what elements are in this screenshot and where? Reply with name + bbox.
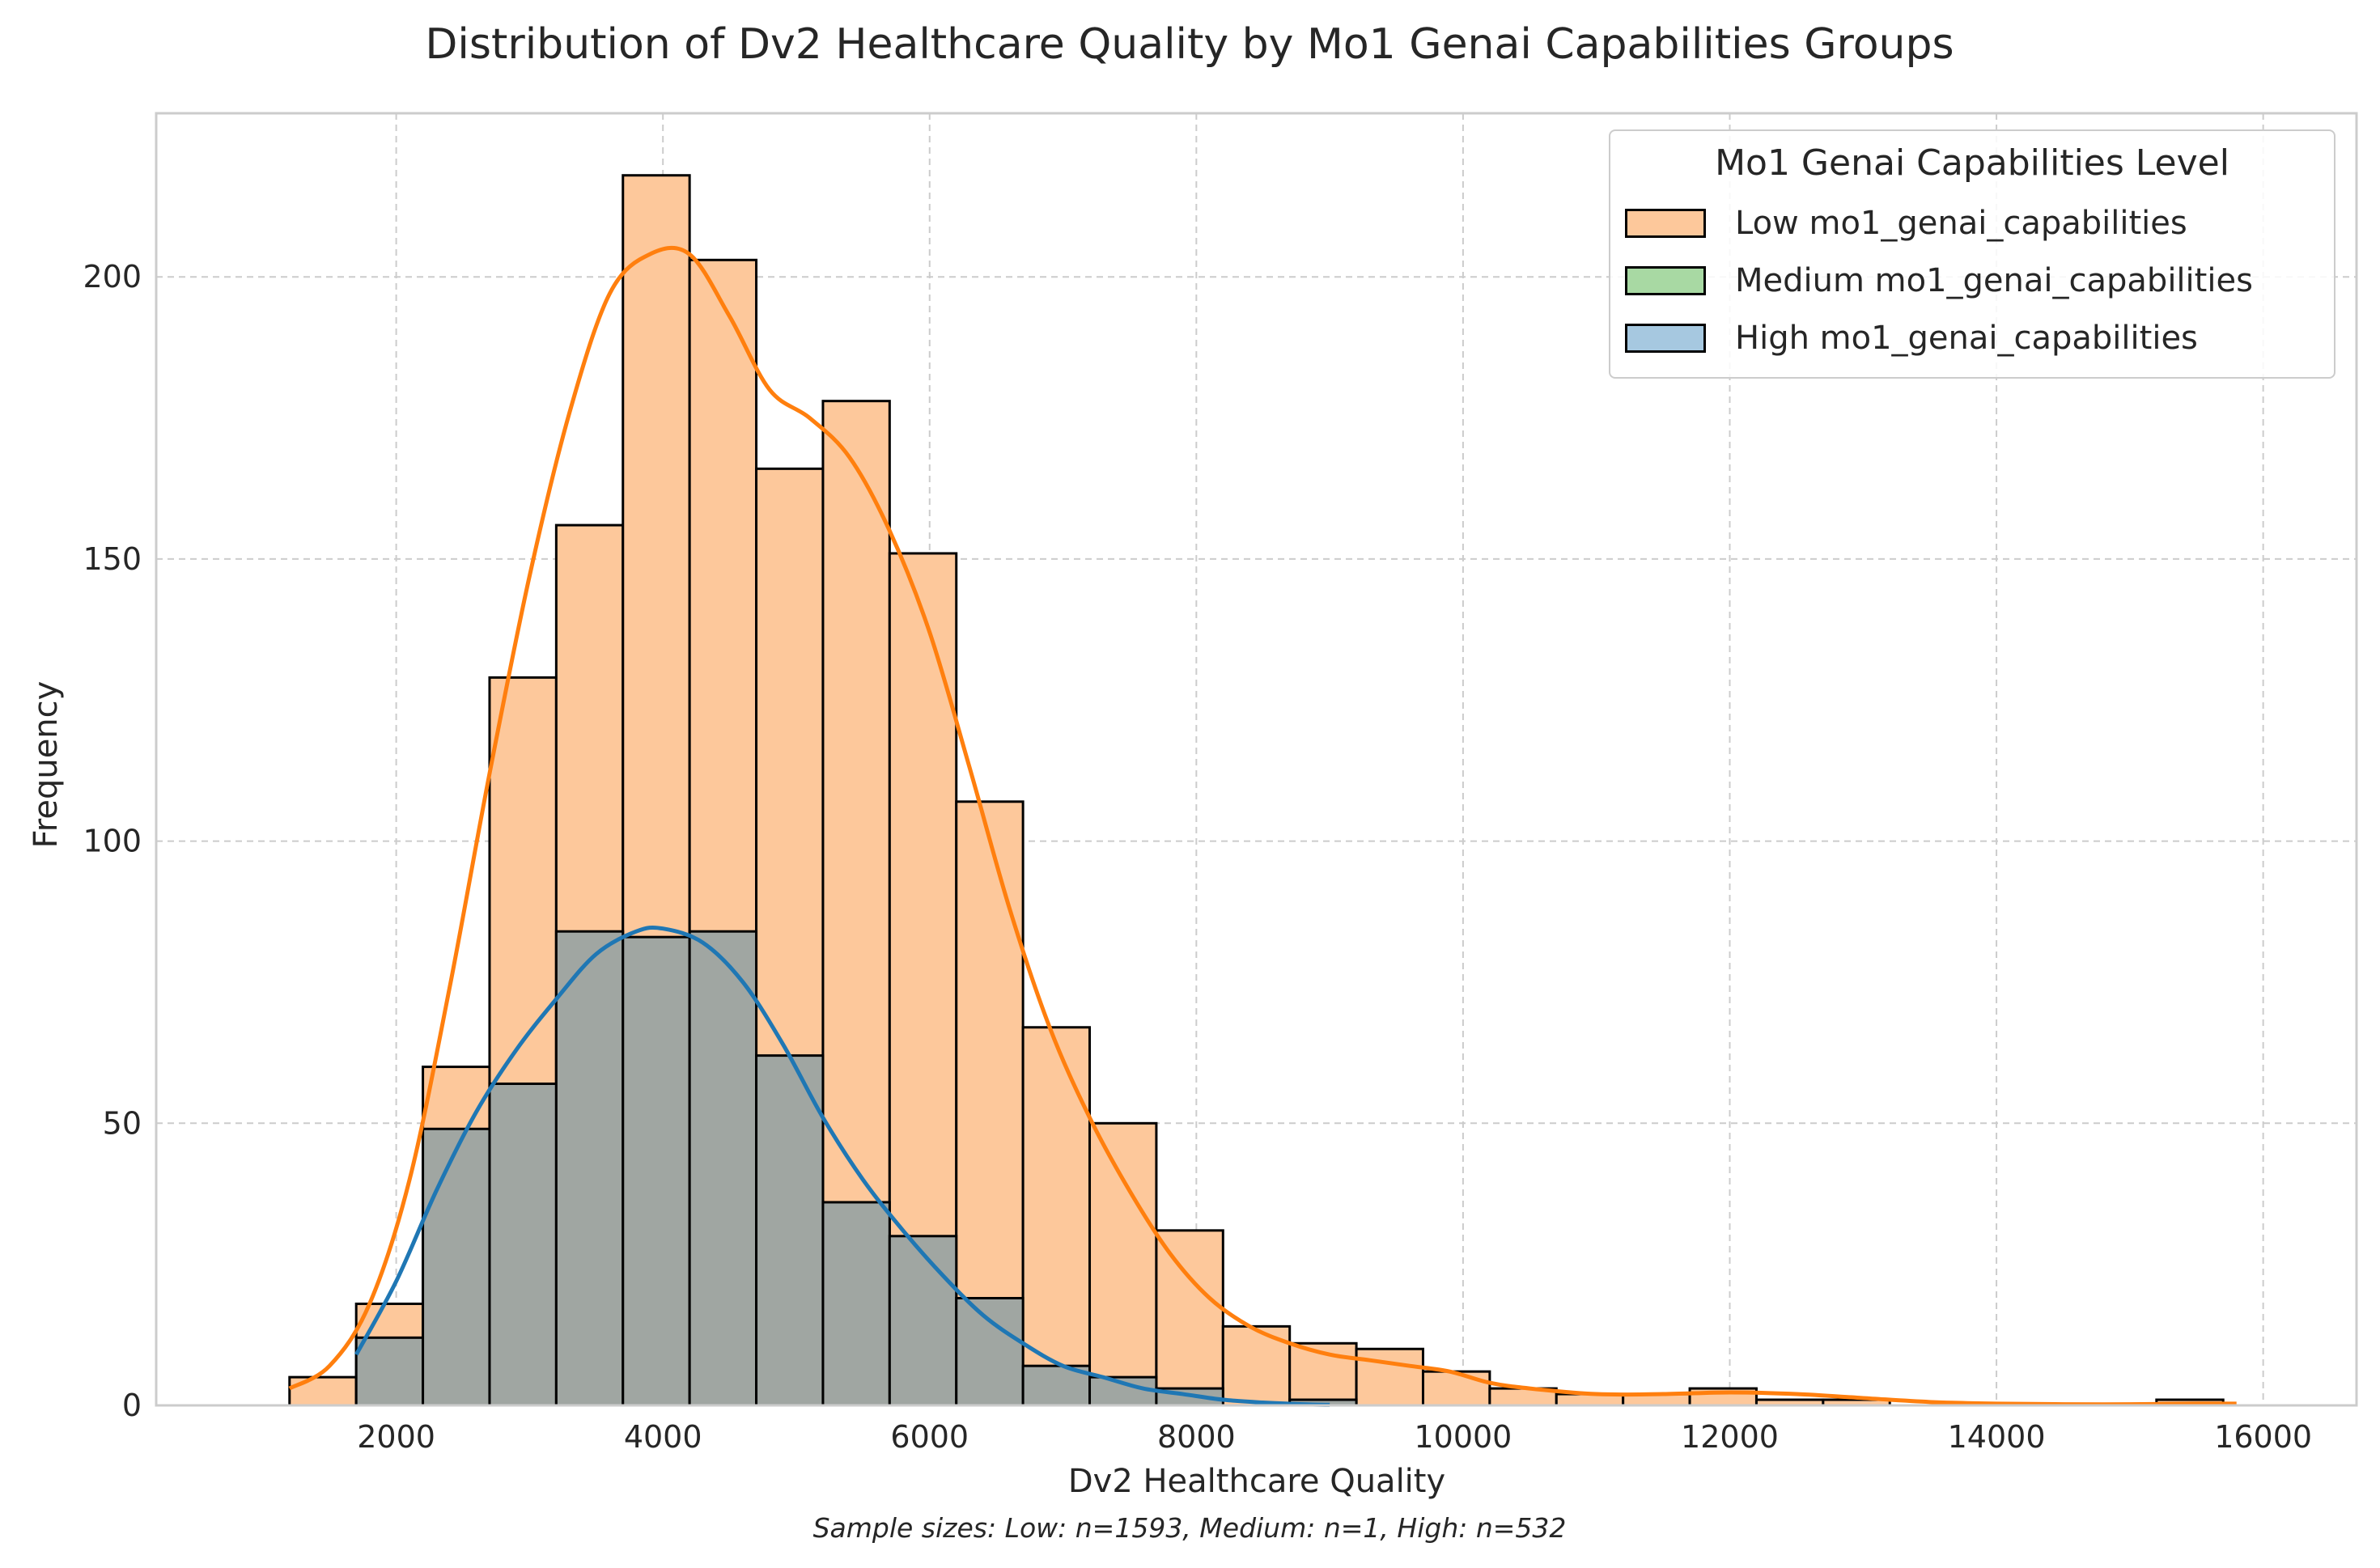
bar-high — [488, 1082, 558, 1407]
legend-item-high: High mo1_genai_capabilities — [1625, 318, 2198, 358]
legend-swatch-high — [1625, 324, 1706, 353]
bar-high — [821, 1201, 891, 1407]
bar-high — [888, 1235, 958, 1407]
bar-high — [554, 930, 625, 1407]
sample-size-caption: Sample sizes: Low: n=1593, Medium: n=1, … — [813, 1512, 1567, 1544]
legend: Mo1 Genai Capabilities Level Low mo1_gen… — [1609, 129, 2335, 379]
legend-item-medium: Medium mo1_genai_capabilities — [1625, 261, 2253, 301]
y-tick-label: 0 — [122, 1388, 142, 1423]
bar-low — [1421, 1370, 1491, 1407]
kde-curve-high — [354, 925, 1330, 1407]
y-tick-label: 200 — [83, 259, 142, 295]
bar-high — [354, 1336, 425, 1407]
bar-high — [755, 1054, 825, 1407]
bar-high — [955, 1296, 1025, 1407]
kde-curve-low — [288, 245, 2237, 1407]
axes: 2000 4000 6000 8000 10000 12000 14000 16000 0 50 1… — [83, 112, 2358, 1455]
legend-label-high: High mo1_genai_capabilities — [1735, 320, 2198, 357]
x-tick-label: 12000 — [1681, 1419, 1779, 1455]
x-tick-label: 16000 — [2214, 1419, 2312, 1455]
x-tick-label: 10000 — [1414, 1419, 1512, 1455]
bar-low — [1355, 1347, 1424, 1407]
x-tick-label: 2000 — [357, 1419, 435, 1455]
legend-title: Mo1 Genai Capabilities Level — [1715, 142, 2229, 184]
legend-label-medium: Medium mo1_genai_capabilities — [1735, 262, 2253, 299]
legend-swatch-medium — [1625, 266, 1706, 295]
kde-curves — [288, 245, 2237, 1407]
legend-label-low: Low mo1_genai_capabilities — [1735, 205, 2187, 242]
legend-swatch-low — [1625, 209, 1706, 238]
bar-low — [288, 1375, 358, 1407]
bar-low — [1088, 1121, 1158, 1407]
bar-high — [622, 935, 691, 1407]
x-tick-label: 6000 — [890, 1419, 969, 1455]
y-axis-label: Frequency — [28, 681, 65, 849]
plot-frame — [155, 112, 2358, 1407]
x-tick-label: 8000 — [1157, 1419, 1236, 1455]
legend-item-low: Low mo1_genai_capabilities — [1625, 203, 2187, 244]
x-axis-label: Dv2 Healthcare Quality — [1068, 1463, 1445, 1500]
bar-low — [1155, 1229, 1224, 1407]
x-tick-label: 14000 — [1948, 1419, 2046, 1455]
y-tick-label: 150 — [83, 541, 142, 577]
bar-high — [688, 930, 758, 1407]
chart-title: Distribution of Dv2 Healthcare Quality b… — [425, 20, 1954, 69]
y-tick-label: 50 — [103, 1105, 142, 1141]
y-tick-label: 100 — [83, 824, 142, 859]
x-tick-label: 4000 — [624, 1419, 702, 1455]
bar-high — [422, 1127, 491, 1407]
